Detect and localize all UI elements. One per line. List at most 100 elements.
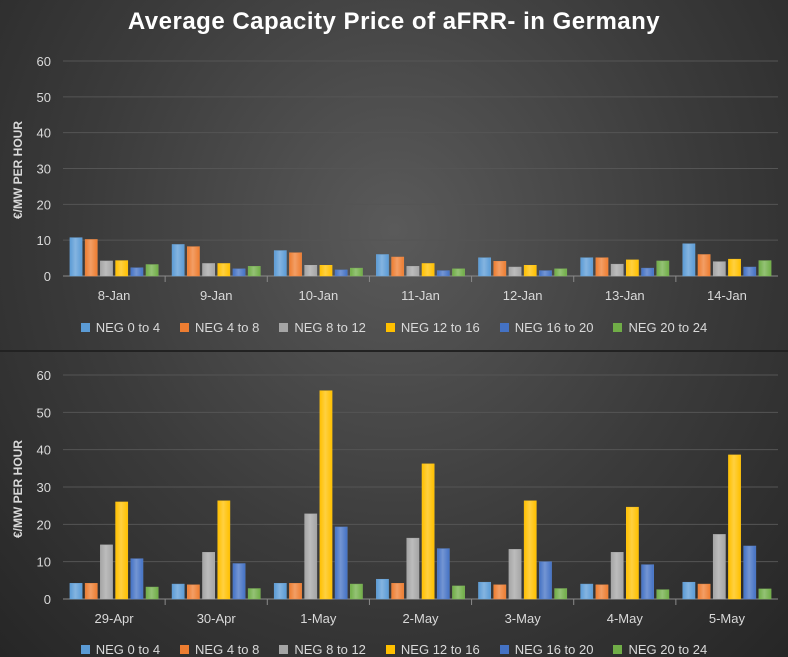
bar-neg-8-to-12-1-may [304, 513, 318, 600]
bar-neg-20-to-24-14-jan [758, 260, 772, 277]
bar-neg-4-to-8-2-may [391, 583, 405, 600]
legend-item: NEG 20 to 24 [613, 320, 707, 335]
legend-item: NEG 0 to 4 [80, 320, 160, 335]
legend-label: NEG 20 to 24 [628, 642, 708, 657]
legend-label: NEG 4 to 8 [195, 642, 260, 657]
bar-neg-16-to-20-2-may [436, 548, 450, 600]
bar-neg-4-to-8-10-jan [289, 252, 302, 277]
legend-item: NEG 4 to 8 [180, 320, 259, 335]
bar-neg-8-to-12-5-may [712, 534, 726, 600]
legend-label: NEG 8 to 12 [294, 320, 366, 335]
bar-neg-12-to-16-29-apr [115, 501, 129, 600]
bar-neg-0-to-4-11-jan [376, 254, 389, 277]
bar-neg-8-to-12-9-jan [202, 263, 215, 277]
bar-neg-16-to-20-3-may [539, 561, 552, 600]
legend-swatch [80, 323, 90, 332]
bar-neg-0-to-4-30-apr [171, 583, 185, 600]
bar-neg-0-to-4-1-may [273, 583, 287, 600]
bar-neg-16-to-20-8-jan [130, 267, 144, 277]
legend-swatch [279, 323, 289, 332]
legend-item: NEG 20 to 24 [613, 642, 707, 657]
y-tick-label: 10 [37, 233, 51, 248]
bar-neg-0-to-4-9-jan [171, 244, 185, 277]
bar-neg-8-to-12-3-may [508, 549, 522, 600]
bar-neg-0-to-4-5-may [682, 581, 696, 600]
bar-neg-4-to-8-13-jan [595, 257, 609, 277]
x-tick-label: 9-Jan [200, 288, 233, 303]
bar-neg-4-to-8-1-may [289, 583, 302, 600]
x-tick-label: 5-May [709, 611, 746, 626]
y-tick-label: 20 [37, 517, 51, 532]
bar-neg-0-to-4-2-may [376, 578, 389, 600]
x-tick-label: 14-Jan [707, 288, 747, 303]
y-tick-label: 40 [37, 126, 51, 141]
y-tick-label: 60 [37, 54, 51, 69]
bar-neg-0-to-4-3-may [478, 581, 491, 600]
y-tick-label: 60 [37, 368, 51, 383]
bar-neg-16-to-20-29-apr [130, 558, 144, 600]
legend-swatch [180, 323, 190, 332]
bar-neg-16-to-20-13-jan [641, 267, 654, 277]
bar-neg-20-to-24-9-jan [247, 266, 261, 277]
bar-neg-12-to-16-10-jan [319, 265, 333, 277]
bar-neg-20-to-24-5-may [758, 588, 772, 600]
bar-neg-12-to-16-5-may [728, 454, 741, 600]
legend-label: NEG 16 to 20 [514, 642, 594, 657]
bar-neg-4-to-8-12-jan [493, 261, 507, 277]
bar-neg-16-to-20-1-may [334, 526, 348, 600]
legend-label: NEG 12 to 16 [400, 320, 480, 335]
chart-top: 0 10 20 30 40 50 60 8-Jan 9-Jan 10-Jan 11-Jan 12-Ja… [37, 54, 778, 303]
bar-neg-4-to-8-5-may [697, 583, 711, 600]
x-tick-label: 8-Jan [98, 288, 131, 303]
bar-neg-12-to-16-30-apr [217, 500, 231, 600]
bar-neg-12-to-16-3-may [523, 500, 537, 600]
y-tick-label: 10 [37, 555, 51, 570]
bar-neg-8-to-12-13-jan [610, 263, 624, 277]
bar-neg-12-to-16-1-may [319, 390, 333, 600]
y-tick-label: 0 [44, 269, 51, 284]
chart-bottom: 0 10 20 30 40 50 60 29-Apr 30-Apr 1-May 2-May 3-May… [37, 368, 778, 626]
legend-item: NEG 8 to 12 [279, 320, 366, 335]
legend-label: NEG 8 to 12 [294, 642, 366, 657]
bar-neg-16-to-20-9-jan [232, 268, 246, 277]
legend-label: NEG 16 to 20 [514, 320, 594, 335]
x-tick-label: 4-May [607, 611, 644, 626]
bar-neg-16-to-20-14-jan [743, 266, 757, 277]
y-tick-label: 40 [37, 443, 51, 458]
x-tick-label: 1-May [300, 611, 337, 626]
legend-label: NEG 20 to 24 [628, 320, 708, 335]
legend-bottom: NEG 0 to 4 NEG 4 to 8 NEG 8 to 12 NEG 12 to… [0, 642, 788, 657]
legend-item: NEG 16 to 20 [499, 320, 594, 335]
bar-neg-20-to-24-3-may [554, 588, 568, 600]
bar-neg-12-to-16-8-jan [115, 260, 129, 277]
bar-neg-8-to-12-4-may [610, 552, 624, 600]
legend-top: NEG 0 to 4 NEG 4 to 8 NEG 8 to 12 NEG 12 to… [0, 320, 788, 335]
y-tick-label: 30 [37, 162, 51, 177]
bar-neg-8-to-12-10-jan [304, 265, 318, 277]
bar-neg-4-to-8-14-jan [697, 254, 711, 277]
bar-neg-0-to-4-29-apr [69, 583, 83, 600]
bar-neg-0-to-4-8-jan [69, 237, 83, 277]
legend-label: NEG 4 to 8 [195, 320, 260, 335]
legend-item: NEG 0 to 4 [80, 642, 160, 657]
y-tick-label: 50 [37, 90, 51, 105]
legend-swatch [613, 323, 623, 332]
x-tick-label: 3-May [505, 611, 542, 626]
bar-neg-12-to-16-14-jan [728, 258, 741, 277]
y-tick-label: 0 [44, 592, 51, 607]
bar-neg-20-to-24-12-jan [554, 268, 568, 277]
bar-neg-0-to-4-13-jan [580, 257, 594, 277]
legend-swatch [80, 645, 90, 654]
bar-neg-20-to-24-29-apr [145, 586, 159, 600]
legend-swatch [180, 645, 190, 654]
bar-neg-16-to-20-5-may [743, 545, 757, 600]
legend-swatch [385, 645, 395, 654]
y-tick-label: 50 [37, 405, 51, 420]
bar-neg-0-to-4-12-jan [478, 257, 491, 277]
bar-neg-12-to-16-2-may [421, 463, 435, 600]
bar-neg-8-to-12-30-apr [202, 552, 215, 600]
bar-neg-4-to-8-8-jan [84, 239, 98, 277]
legend-swatch [499, 323, 509, 332]
bar-neg-8-to-12-14-jan [712, 261, 726, 277]
